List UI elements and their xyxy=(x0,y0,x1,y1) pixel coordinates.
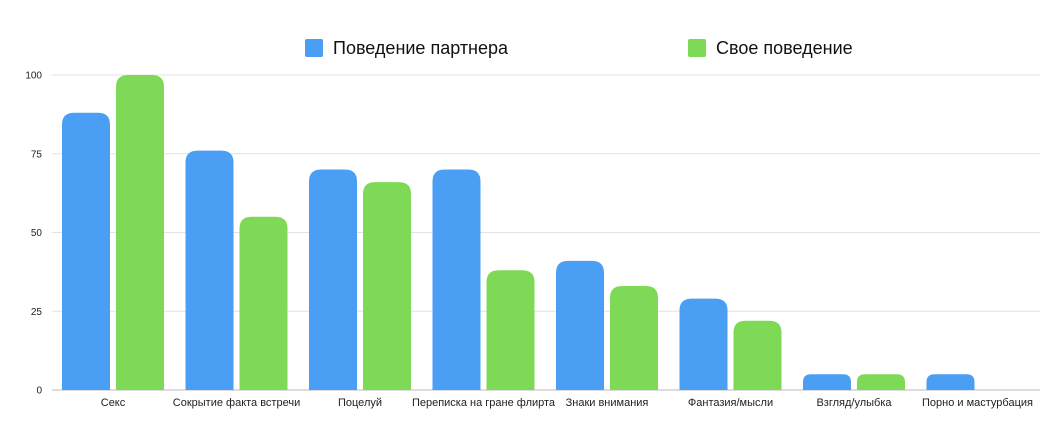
y-tick-label: 50 xyxy=(31,228,43,239)
bar xyxy=(116,75,164,390)
bar xyxy=(486,270,535,390)
bar xyxy=(363,182,411,390)
bars xyxy=(62,75,975,391)
bar xyxy=(309,169,357,390)
legend-swatch xyxy=(305,39,323,57)
bar xyxy=(803,374,851,390)
bar xyxy=(926,374,975,390)
bar xyxy=(610,286,658,390)
bar xyxy=(857,374,905,390)
x-category-label: Секс xyxy=(101,397,126,409)
bar xyxy=(679,298,728,390)
y-tick-label: 0 xyxy=(36,386,42,397)
y-tick-label: 100 xyxy=(25,71,42,82)
legend-label: Поведение партнера xyxy=(333,38,509,58)
bar xyxy=(733,320,782,390)
bar xyxy=(62,112,110,391)
y-tick-label: 75 xyxy=(31,149,43,160)
bar xyxy=(185,150,234,390)
y-axis-ticks: 0 25 50 75 100 xyxy=(25,71,42,397)
x-category-label: Порно и мастурбация xyxy=(922,397,1033,409)
bar xyxy=(432,169,481,390)
x-category-label: Фантазия/мысли xyxy=(688,397,773,409)
x-category-label: Взгляд/улыбка xyxy=(816,397,892,409)
legend: Поведение партнера Свое поведение xyxy=(305,38,853,58)
bar xyxy=(239,216,288,390)
y-tick-label: 25 xyxy=(31,307,43,318)
x-category-label: Знаки внимания xyxy=(566,397,649,409)
legend-label: Свое поведение xyxy=(716,38,853,58)
legend-swatch xyxy=(688,39,706,57)
x-axis-labels: Секс Сокрытие факта встречи Поцелуй Перепис… xyxy=(101,397,1033,409)
x-category-label: Переписка на гране флирта xyxy=(412,397,556,409)
x-category-label: Сокрытие факта встречи xyxy=(173,397,300,409)
x-category-label: Поцелуй xyxy=(338,397,382,409)
bar xyxy=(556,260,604,390)
